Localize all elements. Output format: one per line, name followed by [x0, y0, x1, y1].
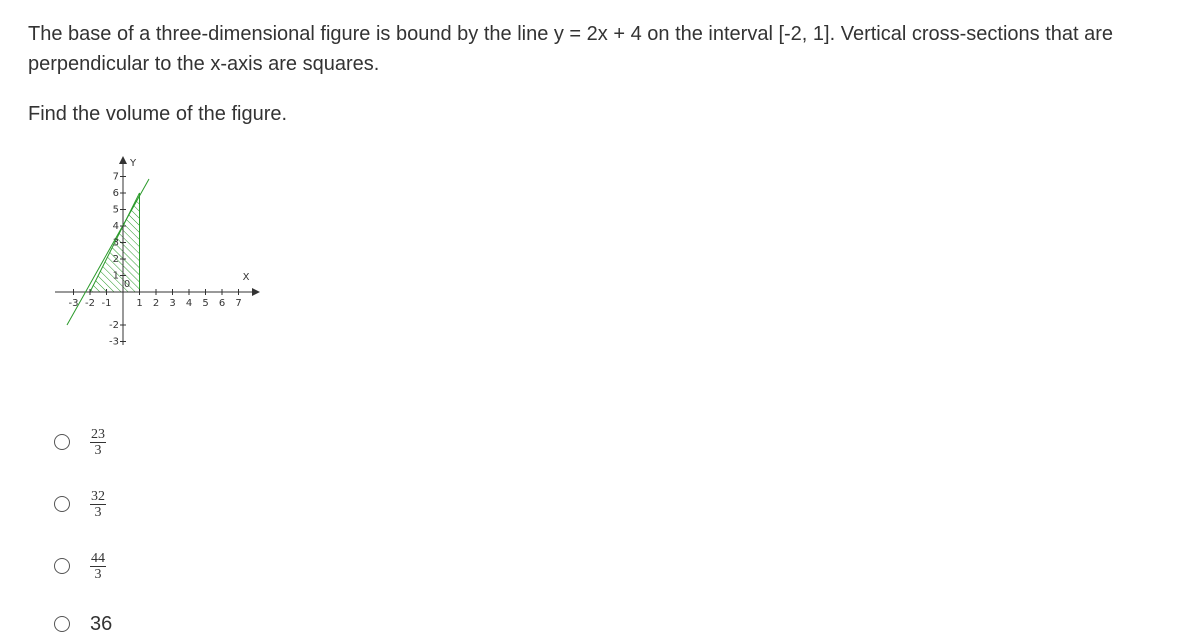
- x-tick-label: -2: [85, 298, 95, 309]
- x-tick-label: 5: [202, 298, 208, 309]
- option-text: 36: [90, 612, 113, 635]
- x-tick-label: 1: [136, 298, 142, 309]
- y-tick-label: -2: [109, 320, 119, 331]
- y-tick-label: -3: [109, 337, 119, 348]
- fraction: 23 3: [90, 427, 106, 458]
- y-tick-label: 4: [113, 221, 119, 232]
- fraction: 32 3: [90, 489, 106, 520]
- option[interactable]: 44 3: [54, 546, 106, 586]
- prompt: Find the volume of the figure.: [28, 103, 288, 125]
- x-tick-label: 2: [153, 298, 159, 309]
- fraction: 44 3: [90, 551, 106, 582]
- y-tick-label: 1: [113, 271, 119, 282]
- y-arrow: [119, 156, 127, 164]
- option[interactable]: 36: [54, 604, 112, 644]
- y-tick-label: 6: [113, 188, 119, 199]
- option[interactable]: 23 3: [54, 422, 106, 462]
- question-line: perpendicular to the x-axis are squares.: [28, 53, 380, 75]
- denominator: 3: [94, 504, 102, 520]
- radio[interactable]: [54, 496, 70, 512]
- y-tick-label: 7: [113, 172, 119, 183]
- x-tick-label: 6: [219, 298, 225, 309]
- line: [66, 178, 150, 326]
- x-arrow: [252, 288, 260, 296]
- radio[interactable]: [54, 616, 70, 632]
- x-tick-label: -1: [102, 298, 112, 309]
- x-tick-label: 3: [169, 298, 175, 309]
- radio[interactable]: [54, 434, 70, 450]
- question-line: The base of a three-dimensional figure i…: [28, 23, 1114, 45]
- x-tick-label: 4: [186, 298, 192, 309]
- y-label: Y: [129, 158, 137, 169]
- denominator: 3: [94, 566, 102, 582]
- x-tick-label: 0: [124, 279, 130, 290]
- denominator: 3: [94, 442, 102, 458]
- numerator: 32: [90, 488, 106, 505]
- x-tick-label: 7: [235, 298, 241, 309]
- x-tick-label: -3: [69, 298, 79, 309]
- radio[interactable]: [54, 558, 70, 574]
- numerator: 23: [90, 426, 106, 443]
- x-label: X: [243, 272, 250, 283]
- y-tick-label: 2: [113, 254, 119, 265]
- option[interactable]: 32 3: [54, 484, 106, 524]
- numerator: 44: [90, 550, 106, 567]
- y-tick-label: 5: [113, 205, 119, 216]
- y-tick-label: 3: [113, 238, 119, 249]
